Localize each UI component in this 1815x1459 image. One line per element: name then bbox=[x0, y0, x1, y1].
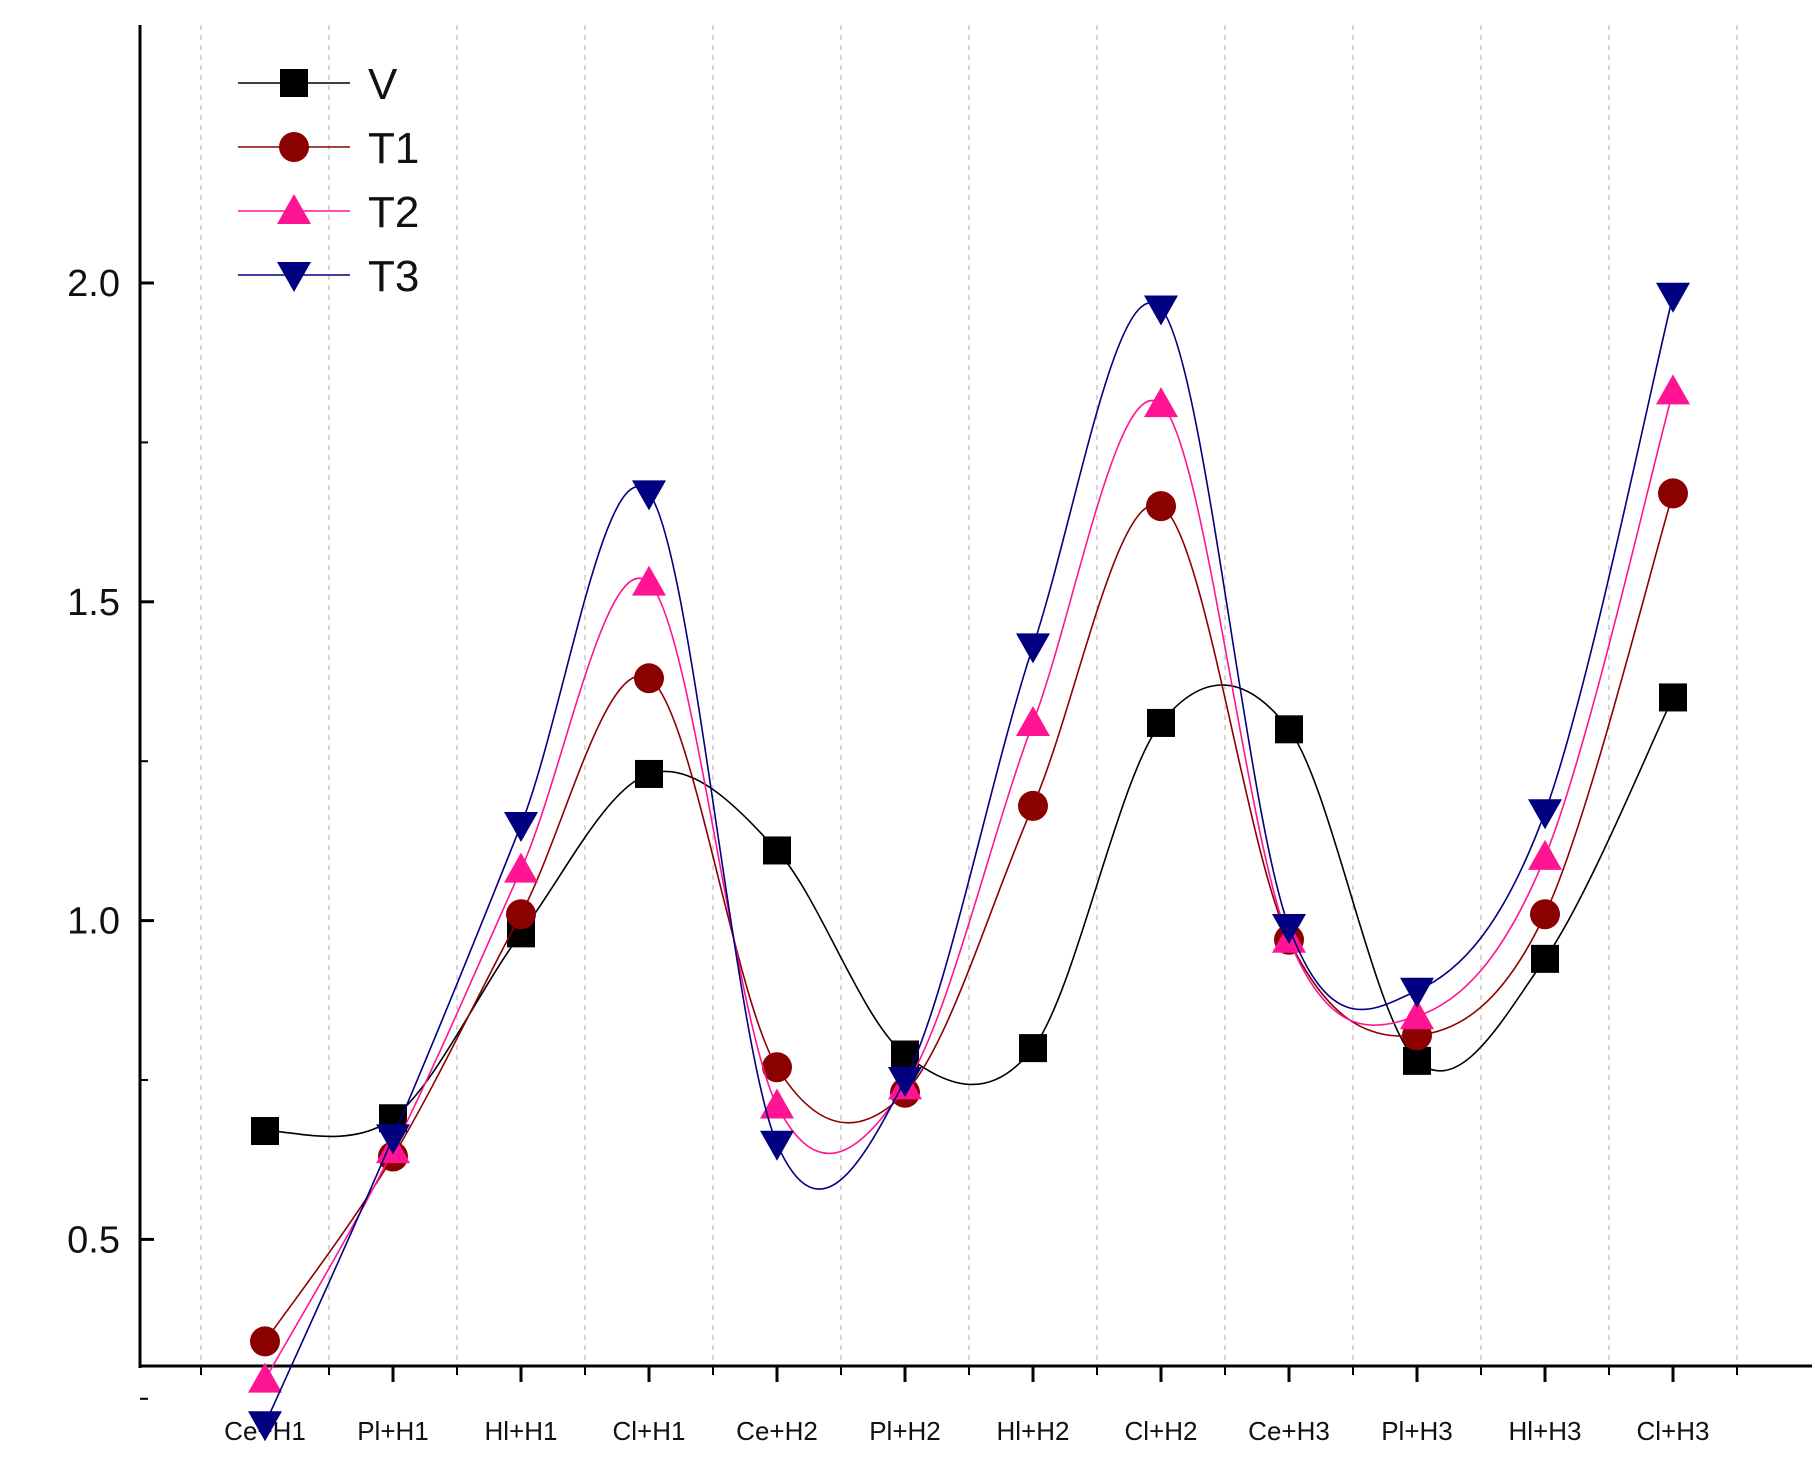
data-point-t2 bbox=[248, 1362, 282, 1393]
x-tick-label: Pl+H3 bbox=[1381, 1416, 1453, 1446]
data-point-t2 bbox=[1400, 999, 1434, 1030]
data-point-t3 bbox=[760, 1130, 794, 1161]
x-tick-label: Cl+H2 bbox=[1125, 1416, 1198, 1446]
series-t2 bbox=[248, 374, 1690, 1393]
data-point-t2 bbox=[632, 565, 666, 596]
data-point-t3 bbox=[632, 480, 666, 511]
data-point-t3 bbox=[1144, 295, 1178, 326]
data-point-t1 bbox=[1530, 899, 1560, 930]
data-point-v bbox=[763, 836, 791, 865]
data-point-t1 bbox=[762, 1052, 792, 1083]
y-tick-label: 0.5 bbox=[67, 1219, 120, 1261]
x-tick-label: Cl+H3 bbox=[1637, 1416, 1710, 1446]
y-tick-label: 1.5 bbox=[67, 582, 120, 624]
data-point-t2 bbox=[1528, 839, 1562, 870]
data-point-t2 bbox=[504, 852, 538, 883]
data-point-t3 bbox=[1272, 913, 1306, 944]
legend-label: T3 bbox=[368, 252, 419, 301]
legend-marker bbox=[277, 262, 311, 292]
data-point-t1 bbox=[250, 1326, 280, 1357]
x-tick-label: Pl+H2 bbox=[869, 1416, 941, 1446]
data-point-v bbox=[1531, 944, 1559, 973]
data-point-t3 bbox=[248, 1411, 282, 1442]
legend-entry-v: V bbox=[238, 60, 398, 109]
data-point-t1 bbox=[506, 899, 536, 930]
x-tick-label: Ce+H3 bbox=[1248, 1416, 1330, 1446]
data-point-v bbox=[1275, 715, 1303, 744]
data-point-t2 bbox=[1144, 387, 1178, 418]
data-point-t1 bbox=[634, 663, 664, 694]
y-tick-label: 2.0 bbox=[67, 263, 120, 305]
data-point-t2 bbox=[760, 1088, 794, 1119]
legend-entry-t2: T2 bbox=[238, 188, 419, 237]
data-point-v bbox=[1403, 1046, 1431, 1075]
data-point-v bbox=[251, 1117, 279, 1146]
x-tick-label: Cl+H1 bbox=[613, 1416, 686, 1446]
x-tick-label: Pl+H1 bbox=[357, 1416, 429, 1446]
data-point-t3 bbox=[376, 1124, 410, 1155]
data-point-t3 bbox=[888, 1067, 922, 1097]
legend-label: T2 bbox=[368, 188, 419, 237]
data-point-t2 bbox=[1656, 374, 1690, 405]
legend-label: T1 bbox=[368, 124, 419, 173]
series-v bbox=[251, 683, 1687, 1146]
data-point-t1 bbox=[1018, 790, 1048, 821]
data-point-t1 bbox=[1146, 491, 1176, 522]
legend-label: V bbox=[368, 60, 398, 109]
x-tick-label: Ce+H2 bbox=[736, 1416, 818, 1446]
series-layer bbox=[248, 282, 1690, 1442]
legend: V T1 T2 T3 bbox=[238, 60, 419, 301]
legend-marker bbox=[280, 69, 308, 97]
y-tick-label: 1.0 bbox=[67, 901, 120, 943]
data-point-v bbox=[1019, 1034, 1047, 1063]
data-point-t2 bbox=[1016, 705, 1050, 736]
data-point-v bbox=[1147, 708, 1175, 737]
data-point-v bbox=[1659, 683, 1687, 712]
legend-marker bbox=[279, 132, 309, 162]
data-point-t3 bbox=[1016, 633, 1050, 664]
data-point-v bbox=[891, 1040, 919, 1069]
data-point-v bbox=[635, 759, 663, 788]
x-tick-label: Hl+H3 bbox=[1509, 1416, 1582, 1446]
axes: 0.51.01.52.0Ce+H1Pl+H1Hl+H1Cl+H1Ce+H2Pl+… bbox=[67, 25, 1812, 1446]
data-point-t3 bbox=[1656, 282, 1690, 313]
data-point-t3 bbox=[1528, 799, 1562, 830]
data-point-t3 bbox=[1400, 977, 1434, 1008]
series-t3 bbox=[248, 282, 1690, 1442]
x-tick-label: Hl+H2 bbox=[997, 1416, 1070, 1446]
legend-marker bbox=[277, 194, 311, 224]
legend-entry-t1: T1 bbox=[238, 124, 419, 173]
data-point-t3 bbox=[504, 811, 538, 842]
legend-entry-t3: T3 bbox=[238, 252, 419, 301]
data-point-t1 bbox=[1658, 478, 1688, 509]
x-tick-label: Hl+H1 bbox=[485, 1416, 558, 1446]
grid-lines bbox=[200, 25, 1738, 1366]
